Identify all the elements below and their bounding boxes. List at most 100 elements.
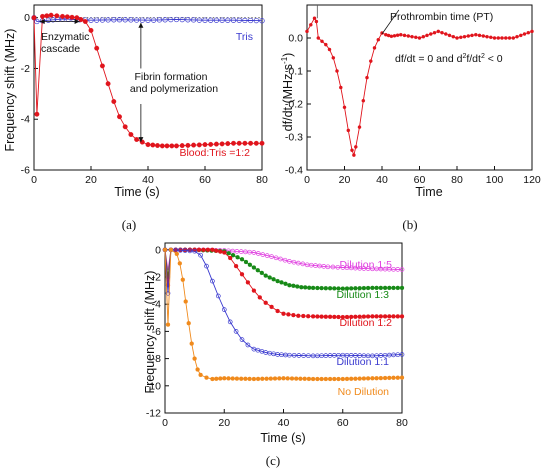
data-point	[353, 314, 358, 319]
data-point	[315, 314, 320, 319]
panel-c-xlabel: Time (s)	[260, 431, 305, 445]
data-point	[519, 33, 523, 38]
data-point	[391, 285, 396, 291]
data-point	[275, 278, 280, 284]
data-point	[346, 128, 351, 133]
data-point	[168, 247, 174, 252]
y-tick-label: -0.1	[285, 66, 303, 78]
data-point	[357, 125, 362, 129]
data-point	[462, 34, 467, 39]
x-tick-label: 100	[486, 174, 504, 186]
data-point	[344, 286, 350, 291]
data-point	[340, 286, 345, 291]
data-point	[365, 285, 371, 291]
data-point	[296, 313, 301, 318]
data-point	[269, 304, 274, 310]
data-point	[44, 13, 50, 19]
data-point	[312, 16, 317, 20]
data-point	[477, 33, 482, 38]
data-point	[319, 314, 324, 319]
data-point	[208, 141, 214, 147]
data-point	[159, 143, 165, 149]
data-point	[277, 376, 282, 381]
data-point	[74, 15, 80, 21]
data-point	[189, 341, 194, 346]
data-point	[399, 285, 405, 291]
data-point	[239, 272, 245, 277]
data-point	[247, 376, 252, 382]
data-point	[48, 12, 54, 18]
panel-a-label: (a)	[122, 217, 136, 232]
x-tick-label: 0	[31, 174, 37, 186]
data-point	[230, 253, 236, 258]
data-point	[178, 247, 183, 253]
data-point	[414, 35, 418, 40]
data-point	[306, 376, 312, 382]
data-point	[376, 37, 381, 42]
data-point	[382, 375, 388, 381]
data-point	[474, 32, 478, 37]
data-point	[226, 251, 231, 256]
annotation-pt: Prothrombin time (PT)	[390, 11, 493, 23]
data-point	[243, 259, 249, 265]
data-point	[507, 36, 512, 40]
data-point	[295, 284, 300, 289]
data-point	[60, 13, 65, 19]
annotation-fibrin-line1: Fibrin formation	[135, 71, 208, 83]
data-point	[201, 247, 206, 252]
data-point	[251, 265, 257, 270]
data-point	[399, 352, 405, 357]
data-point	[286, 312, 291, 317]
data-point	[281, 311, 286, 316]
data-point	[314, 19, 319, 24]
data-point	[180, 277, 185, 282]
data-point	[198, 252, 203, 258]
data-point	[64, 14, 70, 20]
annotation-enzymatic-line2: cascade	[41, 43, 80, 55]
data-point	[300, 261, 306, 267]
data-point	[196, 142, 202, 148]
data-point	[530, 29, 534, 34]
data-point	[268, 376, 273, 381]
data-point	[406, 34, 411, 38]
data-point	[204, 263, 209, 269]
data-point	[155, 143, 160, 148]
data-point	[255, 251, 261, 256]
data-point	[263, 273, 268, 278]
data-point	[99, 17, 106, 23]
data-point	[222, 376, 227, 381]
data-point	[213, 141, 219, 147]
panel-c-ylabel: Frequency shift (MHz)	[143, 271, 157, 394]
data-point	[116, 17, 123, 23]
y-tick-label: 0	[24, 12, 30, 24]
annotation-derivative: df/dt = 0 and d2f/dt2 < 0	[395, 53, 503, 65]
data-point	[307, 285, 312, 290]
x-tick-label: 0	[304, 174, 310, 186]
data-point	[319, 285, 324, 291]
data-point	[40, 13, 45, 19]
data-point	[361, 376, 367, 381]
data-point	[210, 376, 215, 382]
data-point	[54, 13, 60, 19]
x-tick-label: 40	[376, 174, 388, 186]
legend-dilution-1-5: Dilution 1:5	[339, 259, 392, 271]
data-point	[344, 376, 350, 382]
fibrin-arrow-up-head	[138, 22, 144, 28]
data-point	[239, 257, 245, 262]
x-tick-label: 20	[218, 417, 230, 429]
data-point	[399, 267, 405, 272]
data-point	[440, 30, 444, 35]
data-point	[156, 17, 163, 23]
data-point	[374, 376, 379, 381]
data-point	[264, 253, 270, 258]
data-point	[349, 314, 354, 320]
data-point	[310, 314, 316, 319]
data-point	[255, 268, 260, 273]
data-point	[245, 280, 251, 285]
data-point	[380, 31, 384, 35]
data-point	[399, 32, 403, 37]
data-point	[301, 313, 306, 319]
data-point	[425, 33, 429, 38]
data-point	[336, 376, 341, 382]
data-point	[31, 15, 37, 21]
